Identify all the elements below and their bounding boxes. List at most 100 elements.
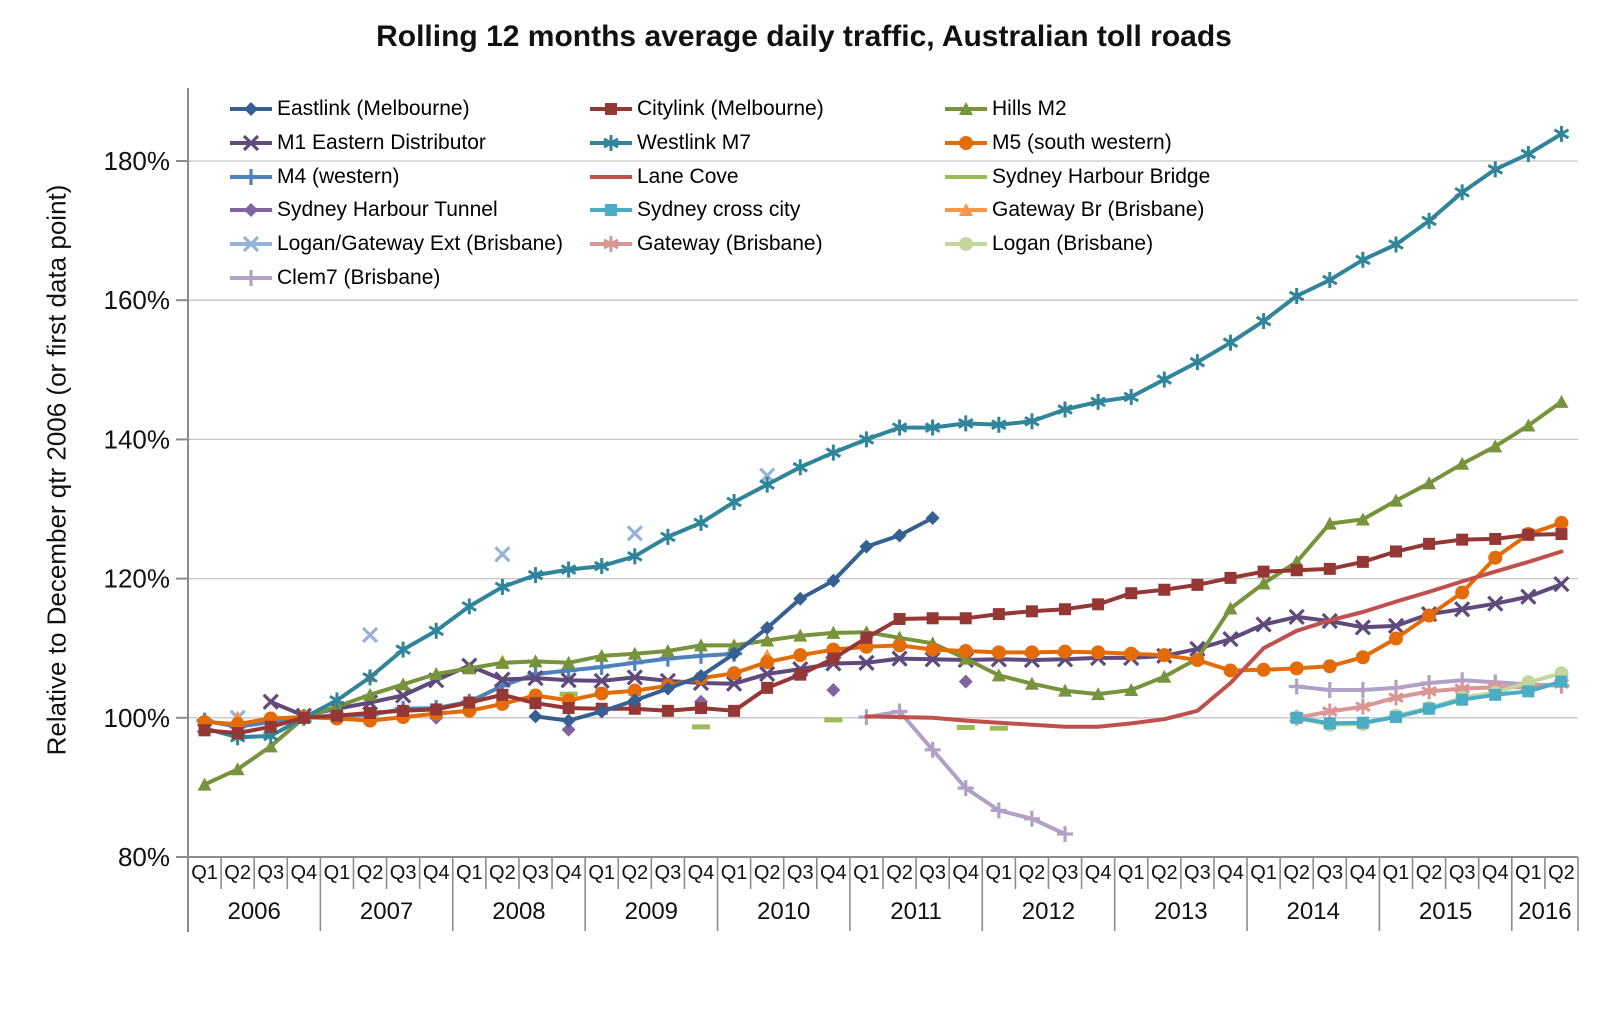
svg-text:Q2: Q2 (1548, 862, 1575, 884)
legend-marker-circle-icon (945, 135, 987, 150)
legend-item-sydney-cross-city: Sydney cross city (588, 198, 801, 222)
svg-text:Q3: Q3 (1316, 862, 1343, 884)
series-eastlink-melbourne (528, 511, 940, 728)
svg-text:2007: 2007 (360, 898, 413, 925)
svg-text:2012: 2012 (1022, 898, 1075, 925)
legend-item-m1-eastern-distributor: M1 Eastern Distributor (228, 130, 486, 154)
legend-label: Logan/Gateway Ext (Brisbane) (277, 232, 563, 256)
svg-text:160%: 160% (104, 285, 171, 315)
legend-label: Sydney cross city (637, 198, 801, 222)
svg-text:2008: 2008 (492, 898, 545, 925)
series-sydney-cross-city (1290, 675, 1568, 730)
svg-text:Q3: Q3 (1449, 862, 1476, 884)
svg-text:Q4: Q4 (688, 862, 715, 884)
svg-text:Q2: Q2 (621, 862, 648, 884)
legend-marker-square-icon (590, 204, 632, 217)
legend-item-sydney-harbour-bridge: Sydney Harbour Bridge (943, 165, 1210, 188)
legend-label: Citylink (Melbourne) (637, 97, 824, 120)
svg-text:Q3: Q3 (1052, 862, 1079, 884)
svg-text:Q2: Q2 (1416, 862, 1443, 884)
legend-marker-square-icon (590, 103, 632, 115)
legend-marker-diamond-icon (230, 203, 272, 218)
svg-text:Q1: Q1 (191, 862, 218, 884)
svg-text:2009: 2009 (625, 898, 678, 925)
legend-marker-triangle-icon (945, 203, 987, 217)
svg-text:80%: 80% (118, 842, 170, 872)
svg-text:Q1: Q1 (1118, 862, 1145, 884)
legend-item-logan-gateway-ext-brisbane: Logan/Gateway Ext (Brisbane) (228, 232, 563, 256)
svg-text:2015: 2015 (1419, 898, 1472, 925)
legend-marker-x-icon (230, 236, 272, 253)
chart-title: Rolling 12 months average daily traffic,… (376, 20, 1232, 53)
svg-text:100%: 100% (104, 703, 171, 733)
svg-text:2013: 2013 (1154, 898, 1207, 925)
svg-text:2006: 2006 (227, 898, 280, 925)
svg-text:Q2: Q2 (1019, 862, 1046, 884)
legend-marker-x-icon (230, 134, 272, 151)
svg-text:Q1: Q1 (1383, 862, 1410, 884)
svg-text:120%: 120% (104, 564, 171, 594)
legend-label: Eastlink (Melbourne) (277, 97, 470, 120)
legend-item-eastlink-melbourne: Eastlink (Melbourne) (228, 97, 470, 120)
legend-label: Lane Cove (637, 164, 739, 188)
svg-text:Q1: Q1 (588, 862, 615, 884)
legend-marker-star-icon (590, 236, 632, 253)
series-sydney-harbour-bridge (559, 691, 1008, 731)
svg-text:Q1: Q1 (1250, 862, 1277, 884)
legend-marker-diamond-icon (230, 102, 272, 116)
legend-label: M4 (western) (277, 164, 400, 188)
svg-text:Q1: Q1 (1515, 862, 1542, 884)
legend-label: M5 (south western) (992, 130, 1172, 154)
svg-text:Q2: Q2 (1151, 862, 1178, 884)
legend-label: Gateway Br (Brisbane) (992, 198, 1205, 222)
legend-marker-plus-icon (230, 168, 272, 185)
svg-text:Q3: Q3 (919, 862, 946, 884)
svg-text:Q3: Q3 (655, 862, 682, 884)
svg-text:Q3: Q3 (787, 862, 814, 884)
svg-text:Q4: Q4 (1482, 862, 1509, 884)
svg-text:Q4: Q4 (423, 862, 450, 884)
legend-item-westlink-m7: Westlink M7 (588, 131, 751, 154)
legend-item-citylink-melbourne: Citylink (Melbourne) (588, 97, 824, 120)
svg-text:Q3: Q3 (522, 862, 549, 884)
svg-text:Q2: Q2 (886, 862, 913, 884)
svg-text:180%: 180% (104, 146, 171, 176)
svg-text:Q4: Q4 (555, 862, 582, 884)
legend-item-m5-south-western: M5 (south western) (943, 130, 1172, 154)
legend-label: Hills M2 (992, 97, 1067, 120)
svg-text:2010: 2010 (757, 898, 810, 925)
svg-text:2011: 2011 (890, 898, 942, 925)
svg-text:Q4: Q4 (952, 862, 979, 884)
svg-text:Q2: Q2 (754, 862, 781, 884)
svg-text:Q2: Q2 (224, 862, 251, 884)
svg-text:Q4: Q4 (1350, 862, 1377, 884)
series-citylink-melbourne (198, 528, 1568, 740)
svg-text:2016: 2016 (1518, 898, 1571, 925)
svg-text:Q1: Q1 (456, 862, 483, 884)
svg-text:Q3: Q3 (257, 862, 284, 884)
legend-label: Gateway (Brisbane) (637, 232, 823, 256)
svg-text:Q4: Q4 (1217, 862, 1244, 884)
x-axis: Q1 Q2 Q3 Q4 2006 Q1 Q2 Q3 Q4 2007 Q1 Q2 Q3 Q4 2008 Q1 Q2… (187, 857, 1579, 931)
svg-text:140%: 140% (104, 424, 171, 454)
legend-item-gateway-br-brisbane: Gateway Br (Brisbane) (943, 198, 1205, 222)
legend-item-hills-m2: Hills M2 (943, 97, 1067, 120)
legend-label: M1 Eastern Distributor (277, 130, 486, 154)
svg-text:Q3: Q3 (390, 862, 417, 884)
svg-text:Q3: Q3 (1184, 862, 1211, 884)
svg-text:Q1: Q1 (324, 862, 351, 884)
series-hills-m2 (197, 394, 1569, 791)
svg-text:2014: 2014 (1287, 898, 1340, 925)
legend-item-sydney-harbour-tunnel: Sydney Harbour Tunnel (228, 198, 498, 221)
series-lane-cove (864, 549, 1564, 729)
svg-text:Q1: Q1 (721, 862, 748, 884)
legend-item-logan-brisbane: Logan (Brisbane) (943, 232, 1154, 256)
legend-marker-triangle-icon (945, 102, 987, 115)
legend-marker-line-icon (945, 174, 987, 179)
legend-label: Logan (Brisbane) (992, 232, 1154, 256)
series-westlink-m7 (196, 125, 1570, 746)
legend-marker-line-icon (590, 174, 632, 179)
legend-item-m4-western: M4 (western) (228, 164, 400, 188)
